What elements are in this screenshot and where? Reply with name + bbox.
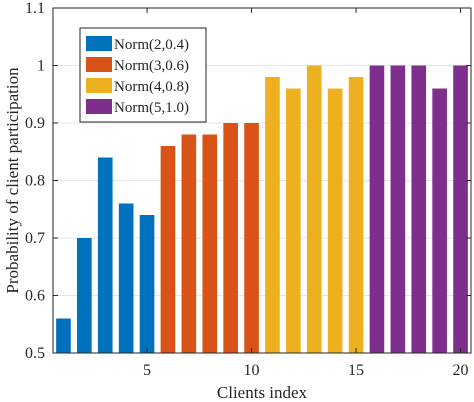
legend-label: Norm(5,1.0) [114, 100, 189, 116]
bar [118, 203, 134, 353]
x-tick-label: 20 [453, 362, 469, 379]
bar [181, 134, 197, 353]
bar [286, 88, 301, 353]
x-tick-label: 10 [244, 362, 260, 379]
legend-swatch [86, 99, 112, 114]
bar [453, 65, 468, 353]
bar [56, 318, 71, 353]
y-tick-label: 0.6 [25, 288, 45, 305]
bar [244, 123, 259, 353]
bar [202, 134, 218, 353]
bar [306, 65, 322, 353]
legend-label: Norm(2,0.4) [114, 37, 189, 53]
y-tick-label: 0.8 [25, 173, 45, 190]
bar [265, 77, 280, 353]
y-tick-label: 0.5 [25, 345, 45, 362]
y-tick-labels: 0.5 0.6 0.7 0.8 0.9 1 1.1 [25, 0, 45, 362]
bar [369, 65, 385, 353]
bar [77, 238, 92, 353]
x-axis-label: Clients index [217, 383, 308, 402]
bar [160, 146, 176, 353]
legend-label: Norm(3,0.6) [114, 58, 189, 74]
bar [139, 215, 155, 353]
y-axis-label: Probability of client participation [3, 67, 22, 294]
bar [348, 77, 364, 353]
x-tick-label: 15 [348, 362, 364, 379]
legend-swatch [86, 36, 112, 51]
y-tick-label: 1.1 [25, 0, 45, 17]
x-tick-label: 5 [143, 362, 151, 379]
axes [52, 7, 472, 354]
bar [432, 88, 447, 353]
y-tick-label: 0.7 [25, 230, 45, 247]
x-tick-labels: 5 10 15 20 [143, 362, 469, 379]
bar [411, 65, 427, 353]
bar [390, 65, 406, 353]
legend-swatch [86, 57, 112, 72]
y-tick-label: 0.9 [25, 115, 45, 132]
legend-swatch [86, 78, 112, 93]
bar [223, 123, 238, 353]
legend-label: Norm(4,0.8) [114, 79, 189, 95]
bar [327, 88, 343, 353]
legend: Norm(2,0.4) Norm(3,0.6) Norm(4,0.8) Norm(5,… [79, 27, 207, 123]
bar [97, 157, 113, 353]
y-tick-label: 1 [37, 58, 45, 75]
bars [56, 65, 468, 353]
